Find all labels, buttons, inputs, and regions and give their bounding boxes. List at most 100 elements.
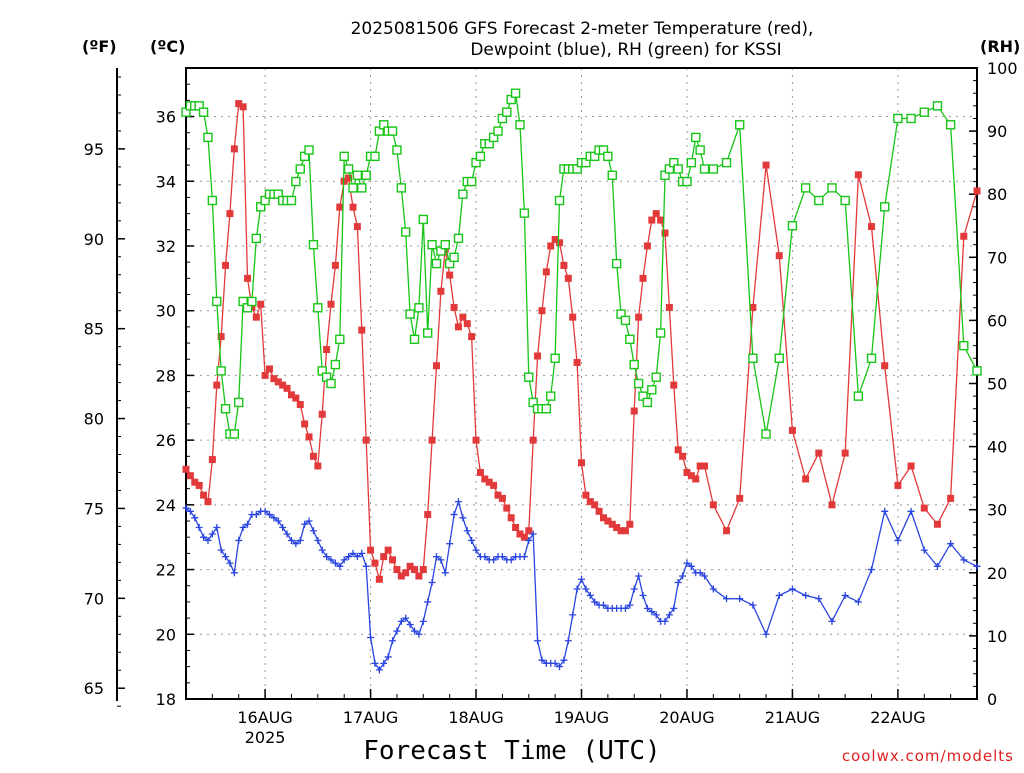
temperature-point xyxy=(683,468,691,476)
dewpoint-point xyxy=(318,546,326,554)
dewpoint-point xyxy=(736,595,744,603)
temperature-point xyxy=(195,481,203,489)
x-tick-label: 21AUG xyxy=(765,708,820,727)
temperature-point xyxy=(525,527,533,535)
temperature-point xyxy=(279,381,287,389)
temperature-point xyxy=(257,300,265,308)
temperature-point xyxy=(582,491,590,499)
x-tick-label: 16AUG xyxy=(237,708,292,727)
rh-point xyxy=(673,164,683,174)
temperature-point xyxy=(476,468,484,476)
dewpoint-point xyxy=(854,598,862,606)
temperature-point xyxy=(679,452,687,460)
rh-point xyxy=(295,164,305,174)
temperature-point xyxy=(854,171,862,179)
temperature-point xyxy=(415,572,423,580)
temperature-point xyxy=(503,504,511,512)
dewpoint-point xyxy=(367,634,375,642)
dewpoint-point xyxy=(687,562,695,570)
temperature-point xyxy=(933,520,941,528)
dewpoint-point xyxy=(331,559,339,567)
dewpoint-point xyxy=(652,611,660,619)
dewpoint-point xyxy=(424,598,432,606)
rh-point xyxy=(458,189,468,199)
temperature-point xyxy=(520,533,528,541)
dewpoint-point xyxy=(560,656,568,664)
temperature-point xyxy=(283,384,291,392)
temperature-point xyxy=(367,546,375,554)
dewpoint-point xyxy=(802,591,810,599)
rh-point xyxy=(695,145,705,155)
rh-point xyxy=(510,88,521,98)
rh-point xyxy=(699,164,710,174)
dewpoint-point xyxy=(881,507,889,515)
rh-point xyxy=(449,252,459,263)
temperature-point xyxy=(564,274,572,282)
temperature-point xyxy=(578,459,585,467)
temperature-point xyxy=(788,426,796,434)
temperature-point xyxy=(204,498,212,506)
dewpoint-point xyxy=(723,595,731,603)
rh-point xyxy=(607,170,617,180)
dewpoint-point xyxy=(599,601,607,609)
temperature-point xyxy=(687,472,695,480)
temperature-point xyxy=(547,242,555,250)
dewpoint-point xyxy=(828,617,836,625)
rh-point xyxy=(247,296,257,307)
rh-point xyxy=(343,164,354,174)
dewpoint-point xyxy=(529,530,537,538)
rh-point xyxy=(945,120,956,130)
dewpoint-point xyxy=(380,659,388,667)
dewpoint-point xyxy=(933,562,941,570)
temperature-point xyxy=(907,462,915,470)
rh-point xyxy=(554,195,565,206)
temperature-point xyxy=(318,410,326,418)
rh-point xyxy=(427,239,437,250)
temperature-point xyxy=(512,523,520,531)
dewpoint-point xyxy=(292,540,300,548)
dewpoint-point xyxy=(327,556,335,564)
dewpoint-point xyxy=(960,556,968,564)
rh-point xyxy=(735,120,745,130)
rh-point xyxy=(414,303,424,313)
dewpoint-point xyxy=(186,507,194,515)
dewpoint-point xyxy=(353,553,361,561)
dewpoint-point xyxy=(775,591,783,599)
dewpoint-point xyxy=(564,637,572,645)
temperature-point xyxy=(498,494,506,502)
temperature-point xyxy=(670,381,678,389)
temperature-point xyxy=(556,239,564,247)
rh-point xyxy=(541,404,552,414)
rh-point xyxy=(387,126,398,136)
dewpoint-point xyxy=(389,637,397,645)
dewpoint-point xyxy=(323,553,331,561)
temperature-point xyxy=(635,313,643,321)
rh-point xyxy=(840,195,850,206)
temperature-point xyxy=(353,223,361,231)
temperature-point xyxy=(362,436,370,444)
dewpoint-point xyxy=(648,608,656,616)
rh-tick-label: 30 xyxy=(987,501,1007,520)
rh-point xyxy=(453,233,464,244)
temperature-point xyxy=(696,462,704,470)
x-axis-title: Forecast Time (UTC) xyxy=(363,736,660,766)
temperature-point xyxy=(309,452,317,460)
dewpoint-point xyxy=(235,536,243,544)
rh-point xyxy=(906,113,916,124)
dewpoint-point xyxy=(468,536,476,544)
dewpoint-point xyxy=(270,514,278,522)
dewpoint-point xyxy=(578,575,585,583)
rh-point xyxy=(422,328,433,338)
temperature-point xyxy=(265,365,273,373)
dewpoint-point xyxy=(340,556,348,564)
dewpoint-point xyxy=(450,511,458,519)
rh-point xyxy=(519,208,530,218)
dewpoint-point xyxy=(459,514,467,522)
celsius-tick-label: 34 xyxy=(156,172,176,191)
temperature-point xyxy=(529,436,537,444)
celsius-tick-label: 26 xyxy=(156,431,176,450)
dewpoint-point xyxy=(301,520,309,528)
temperature-point xyxy=(296,401,304,409)
dewpoint-point xyxy=(432,553,440,561)
